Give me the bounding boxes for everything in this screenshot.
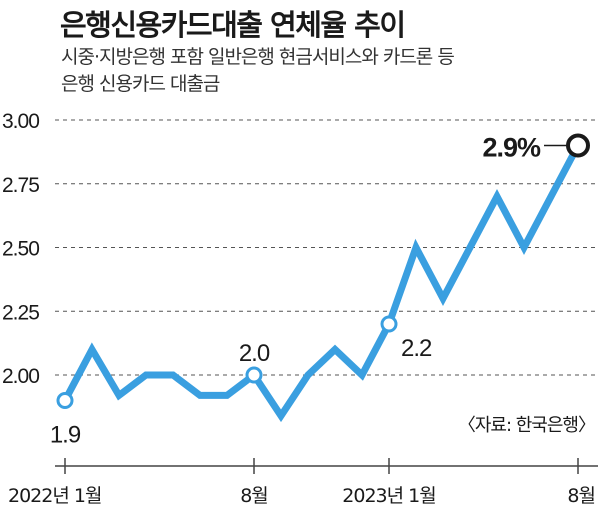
source-note: 〈자료: 한국은행〉: [458, 415, 595, 436]
data-label: 2.2: [401, 335, 432, 362]
y-tick-label: 2.25: [2, 301, 39, 324]
data-point: [56, 392, 74, 409]
x-tick-label: 8월: [240, 485, 268, 507]
series-delinquency-rate: [61, 142, 582, 423]
y-tick-label: 2.00: [2, 365, 39, 388]
highlight-points: [56, 133, 590, 409]
series-line: [61, 142, 582, 423]
y-tick-label: 2.50: [2, 238, 39, 261]
x-axis-ticks: 2022년 1월 8월 2023년 1월 8월: [8, 458, 596, 507]
y-axis-ticks: 3.00 2.75 2.50 2.25 2.00: [2, 110, 40, 388]
y-tick-label: 2.75: [2, 174, 39, 197]
x-tick-label: 2023년 1월: [342, 485, 435, 507]
data-label: 1.9: [50, 422, 81, 449]
data-point: [380, 315, 398, 333]
data-point: [566, 133, 590, 158]
data-label: 2.9%: [482, 133, 541, 163]
y-tick-label: 3.00: [2, 110, 39, 133]
chart-subtitle: 시중·지방은행 포함 일반은행 현금서비스와 카드론 등 은행 신용카드 대출금: [61, 44, 581, 98]
data-labels: 1.9 2.0 2.2 2.9%: [50, 133, 567, 449]
data-point: [245, 366, 263, 384]
subtitle-line-2: 은행 신용카드 대출금: [61, 73, 220, 95]
x-tick-label: 2022년 1월: [8, 485, 101, 507]
chart-title: 은행신용카드대출 연체율 추이: [60, 8, 406, 42]
x-tick-label: 8월: [567, 485, 595, 507]
data-label: 2.0: [239, 340, 270, 367]
subtitle-line-1: 시중·지방은행 포함 일반은행 현금서비스와 카드론 등: [61, 46, 455, 68]
